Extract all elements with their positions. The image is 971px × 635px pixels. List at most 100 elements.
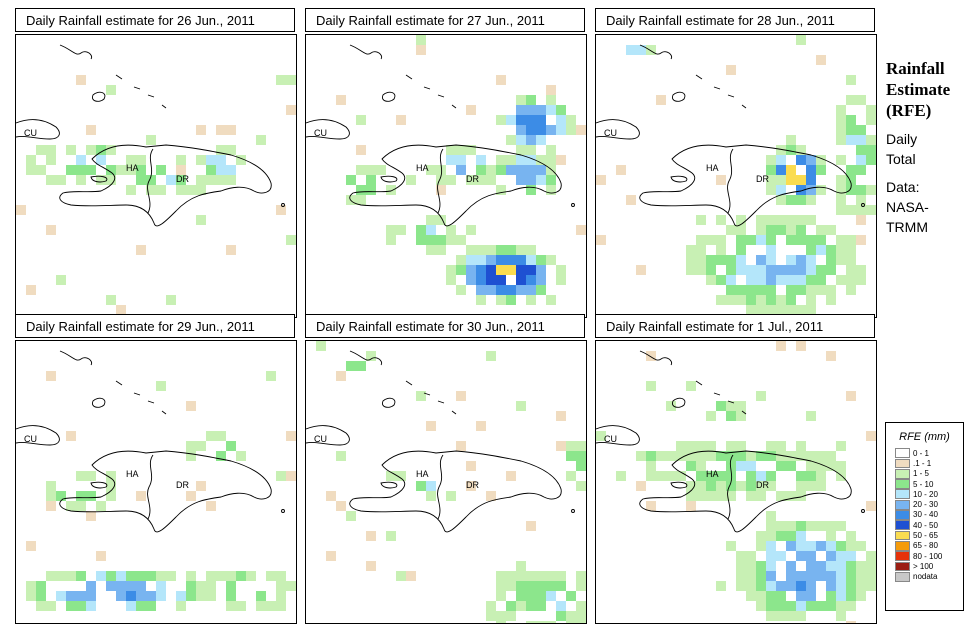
rain-cell <box>416 235 426 245</box>
rain-cell <box>476 275 486 285</box>
place-label-cu: CU <box>24 128 37 138</box>
rain-cell <box>766 275 776 285</box>
rain-cell <box>496 245 506 255</box>
rain-cell <box>776 175 786 185</box>
rain-cell <box>786 521 796 531</box>
rain-cell <box>806 245 816 255</box>
rain-cell <box>366 561 376 571</box>
rain-cell <box>276 75 286 85</box>
rain-cell <box>216 165 226 175</box>
rain-cell <box>276 581 286 591</box>
rain-cell <box>836 205 846 215</box>
rain-cell <box>506 255 516 265</box>
rain-cell <box>536 135 546 145</box>
rain-cell <box>396 571 406 581</box>
rain-cell <box>836 521 846 531</box>
rain-cell <box>716 215 726 225</box>
rain-cell <box>776 451 786 461</box>
rain-cell <box>506 115 516 125</box>
rain-cell <box>756 225 766 235</box>
rain-cell <box>486 265 496 275</box>
rain-cell <box>756 541 766 551</box>
rain-cell <box>846 581 856 591</box>
rain-cell <box>686 245 696 255</box>
rain-cell <box>716 255 726 265</box>
rain-cell <box>796 541 806 551</box>
rain-cell <box>196 125 206 135</box>
panel-title: Daily Rainfall estimate for 27 Jun., 201… <box>305 8 585 32</box>
rain-cell <box>806 285 816 295</box>
rain-cell <box>526 255 536 265</box>
rain-cell <box>46 225 56 235</box>
rain-cell <box>66 145 76 155</box>
rain-cell <box>836 561 846 571</box>
rain-cell <box>576 451 586 461</box>
rain-cell <box>146 175 156 185</box>
rain-cell <box>136 581 146 591</box>
rain-cell <box>266 371 276 381</box>
rain-cell <box>526 155 536 165</box>
rain-cell <box>206 571 216 581</box>
rain-cell <box>746 305 756 315</box>
rain-cell <box>466 255 476 265</box>
rain-cell <box>796 441 806 451</box>
rain-cell <box>236 601 246 611</box>
rain-cell <box>806 411 816 421</box>
rain-cell <box>796 185 806 195</box>
rain-cell <box>656 95 666 105</box>
rain-cell <box>846 95 856 105</box>
rain-cell <box>556 265 566 275</box>
rain-cell <box>786 255 796 265</box>
rain-cell <box>826 451 836 461</box>
rain-cell <box>766 165 776 175</box>
rain-cell <box>766 581 776 591</box>
rain-cell <box>736 451 746 461</box>
rain-cell <box>856 571 866 581</box>
panel-title: Daily Rainfall estimate for 30 Jun., 201… <box>305 314 585 338</box>
rain-cell <box>756 255 766 265</box>
rain-cell <box>806 255 816 265</box>
rain-cell <box>46 175 56 185</box>
rain-cell <box>526 245 536 255</box>
rain-cell <box>536 165 546 175</box>
rain-cell <box>496 75 506 85</box>
rain-cell <box>476 265 486 275</box>
rain-cell <box>526 285 536 295</box>
rain-cell <box>526 135 536 145</box>
rain-cell <box>536 601 546 611</box>
rain-cell <box>716 471 726 481</box>
rain-cell <box>496 285 506 295</box>
rain-cell <box>786 265 796 275</box>
legend-item: 10 - 20 <box>895 489 963 500</box>
rain-cell <box>496 621 506 623</box>
rain-cell <box>56 175 66 185</box>
rain-cell <box>746 235 756 245</box>
rain-cell <box>696 255 706 265</box>
rain-cell <box>856 591 866 601</box>
rain-cell <box>266 601 276 611</box>
rain-cell <box>736 461 746 471</box>
rain-cell <box>786 541 796 551</box>
rainfall-map: CU HA DR <box>15 340 297 624</box>
rain-cell <box>856 541 866 551</box>
rain-cell <box>66 571 76 581</box>
rain-cell <box>176 155 186 165</box>
rain-cell <box>416 481 426 491</box>
rain-cell <box>816 55 826 65</box>
rain-cell <box>846 551 856 561</box>
rain-cell <box>736 215 746 225</box>
rain-cell <box>446 175 456 185</box>
rain-cell <box>816 155 826 165</box>
rain-cell <box>796 581 806 591</box>
rain-cell <box>846 235 856 245</box>
rain-cell <box>506 285 516 295</box>
rain-cell <box>536 275 546 285</box>
rain-cell <box>576 461 586 471</box>
rain-cell <box>726 225 736 235</box>
rain-cell <box>796 155 806 165</box>
rain-cell <box>696 265 706 275</box>
rain-cell <box>256 591 266 601</box>
rain-cell <box>636 45 646 55</box>
rain-cell <box>696 491 706 501</box>
rain-cell <box>576 611 586 621</box>
